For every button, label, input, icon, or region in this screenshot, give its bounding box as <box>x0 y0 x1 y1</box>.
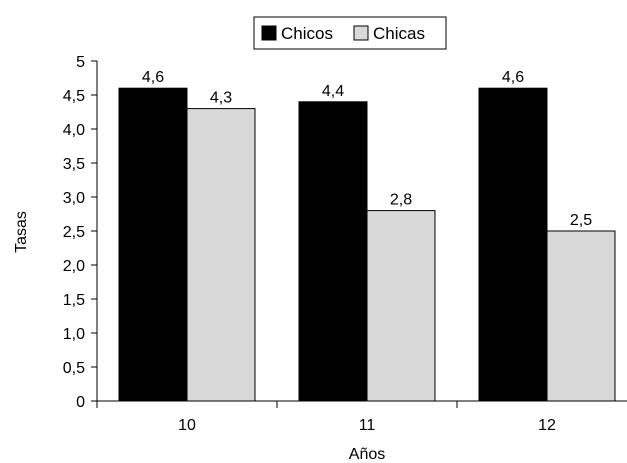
bars <box>118 87 616 402</box>
bar-value-label: 4,3 <box>210 90 232 107</box>
bar-value-label: 2,8 <box>390 192 412 209</box>
y-tick-label: 3,5 <box>63 156 85 173</box>
y-tick-label: 4,0 <box>63 122 85 139</box>
y-tick-label: 1,5 <box>63 292 85 309</box>
bar-chicos-12 <box>478 87 548 402</box>
legend-swatch-chicos <box>261 25 277 41</box>
x-axis-title: Años <box>349 446 385 463</box>
y-tick-label: 2,0 <box>63 258 85 275</box>
bar-chicos-10 <box>118 87 188 402</box>
bar-chicos-11 <box>298 101 368 402</box>
bar-value-label: 2,5 <box>570 212 592 229</box>
legend: Chicos Chicas <box>253 16 447 50</box>
y-tick-label: 2,5 <box>63 224 85 241</box>
bar-chicas-12 <box>546 230 616 402</box>
y-tick-label: 4,5 <box>63 88 85 105</box>
bar-value-label: 4,4 <box>322 83 344 100</box>
y-axis-title: Tasas <box>13 211 30 253</box>
bar-value-label: 4,6 <box>142 69 164 86</box>
y-tick-label: 0,5 <box>63 360 85 377</box>
y-tick-label: 1,0 <box>63 326 85 343</box>
x-tick-label: 12 <box>538 417 556 434</box>
x-tick-label: 11 <box>359 417 376 434</box>
bar-value-label: 4,6 <box>502 69 524 86</box>
legend-box <box>253 16 447 50</box>
y-tick-label: 5 <box>76 54 85 71</box>
y-tick-label: 3,0 <box>63 190 85 207</box>
x-tick-label: 10 <box>178 417 196 434</box>
legend-label-chicas: Chicas <box>373 24 425 43</box>
bar-chicas-11 <box>366 210 436 402</box>
bar-chicas-10 <box>186 108 256 402</box>
value-labels: 4,6 4,3 4,4 2,8 4,6 2,5 <box>142 69 592 229</box>
legend-label-chicos: Chicos <box>281 24 333 43</box>
y-tick-label: 0 <box>76 394 85 411</box>
legend-swatch-chicas <box>353 25 369 41</box>
